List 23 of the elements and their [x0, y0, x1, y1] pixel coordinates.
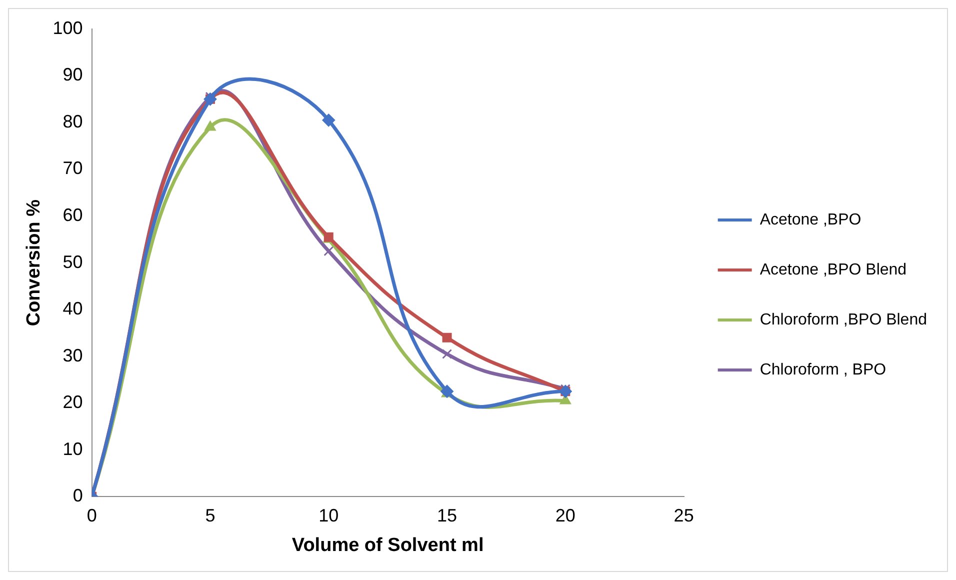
y-tick-label: 70	[62, 158, 83, 178]
y-tick-label: 30	[62, 345, 83, 366]
x-tick-label: 25	[674, 505, 694, 526]
y-tick-label: 60	[62, 205, 83, 226]
legend-label: Chloroform ,BPO Blend	[760, 311, 928, 328]
legend-label: Acetone ,BPO Blend	[760, 261, 907, 278]
y-tick-label: 80	[62, 111, 83, 132]
y-tick-label: 20	[62, 392, 83, 412]
y-tick-label: 100	[52, 18, 83, 38]
x-tick-label: 0	[86, 505, 97, 526]
y-tick-label: 90	[62, 64, 83, 85]
x-tick-label: 10	[318, 505, 339, 526]
y-axis-title: Conversion %	[24, 199, 45, 326]
legend-label: Chloroform , BPO	[760, 361, 886, 378]
y-tick-label: 40	[62, 298, 83, 319]
y-tick-label: 0	[72, 486, 83, 506]
y-tick-label: 10	[62, 438, 83, 459]
x-axis-title: Volume of Solvent ml	[292, 534, 484, 556]
x-tick-label: 15	[437, 505, 458, 526]
x-tick-label: 20	[555, 505, 576, 526]
y-tick-label: 50	[62, 252, 83, 272]
legend-label: Acetone ,BPO	[760, 211, 862, 228]
x-tick-label: 5	[205, 505, 216, 526]
